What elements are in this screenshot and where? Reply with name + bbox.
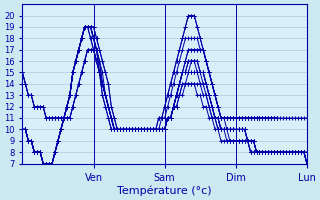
X-axis label: Température (°c): Température (°c)	[117, 185, 212, 196]
